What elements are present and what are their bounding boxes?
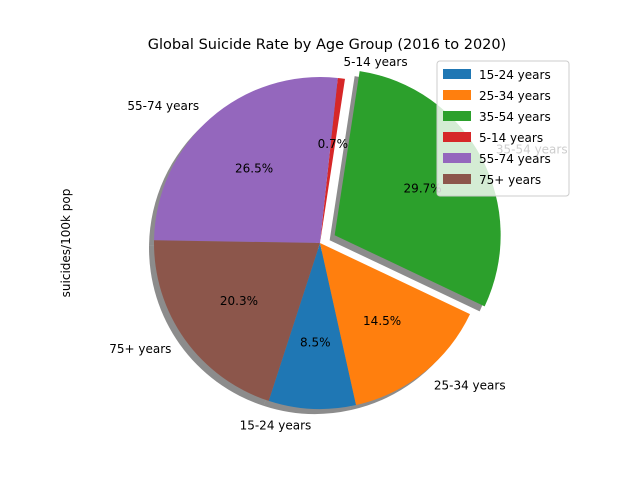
- pie-slice-5-14-years: [320, 77, 345, 244]
- slice-label-15-24-years: 15-24 years: [240, 418, 312, 432]
- legend-swatch-55-74-years: [443, 153, 471, 163]
- slice-percent-75-years: 20.3%: [220, 294, 258, 308]
- slice-percent-35-54-years: 29.7%: [404, 181, 442, 195]
- slice-label-55-74-years: 55-74 years: [127, 99, 199, 113]
- slice-percent-5-14-years: 0.7%: [318, 137, 349, 151]
- chart-title: Global Suicide Rate by Age Group (2016 t…: [148, 37, 507, 53]
- legend-swatch-25-34-years: [443, 90, 471, 100]
- legend-items: 15-24 years 25-34 years 35-54 years 5-14 ye…: [443, 68, 551, 187]
- slice-percent-25-34-years: 14.5%: [363, 314, 401, 328]
- legend-label-55-74-years: 55-74 years: [479, 152, 551, 166]
- legend-label-75-years: 75+ years: [479, 173, 541, 187]
- pie-slice-25-34-years: [320, 243, 470, 406]
- legend-label-5-14-years: 5-14 years: [479, 131, 543, 145]
- pie-slice-55-74-years: [154, 77, 338, 244]
- slice-label-5-14-years: 5-14 years: [344, 55, 408, 69]
- slice-label-75-years: 75+ years: [109, 342, 171, 356]
- slice-percent-55-74-years: 26.5%: [235, 161, 273, 175]
- legend-label-35-54-years: 35-54 years: [479, 110, 551, 124]
- legend-swatch-15-24-years: [443, 69, 471, 79]
- pie-slice-15-24-years: [268, 243, 357, 409]
- slice-label-25-34-years: 25-34 years: [434, 379, 506, 393]
- slice-percent-15-24-years: 8.5%: [300, 335, 331, 349]
- legend-label-15-24-years: 15-24 years: [479, 68, 551, 82]
- legend: 15-24 years 25-34 years 35-54 years 5-14 ye…: [436, 60, 570, 197]
- legend-swatch-5-14-years: [443, 132, 471, 142]
- legend-label-25-34-years: 25-34 years: [479, 89, 551, 103]
- legend-swatch-35-54-years: [443, 111, 471, 121]
- legend-swatch-75-years: [443, 174, 471, 184]
- y-axis-label: suicides/100k pop: [59, 189, 73, 298]
- pie-slice-75-years: [154, 240, 320, 401]
